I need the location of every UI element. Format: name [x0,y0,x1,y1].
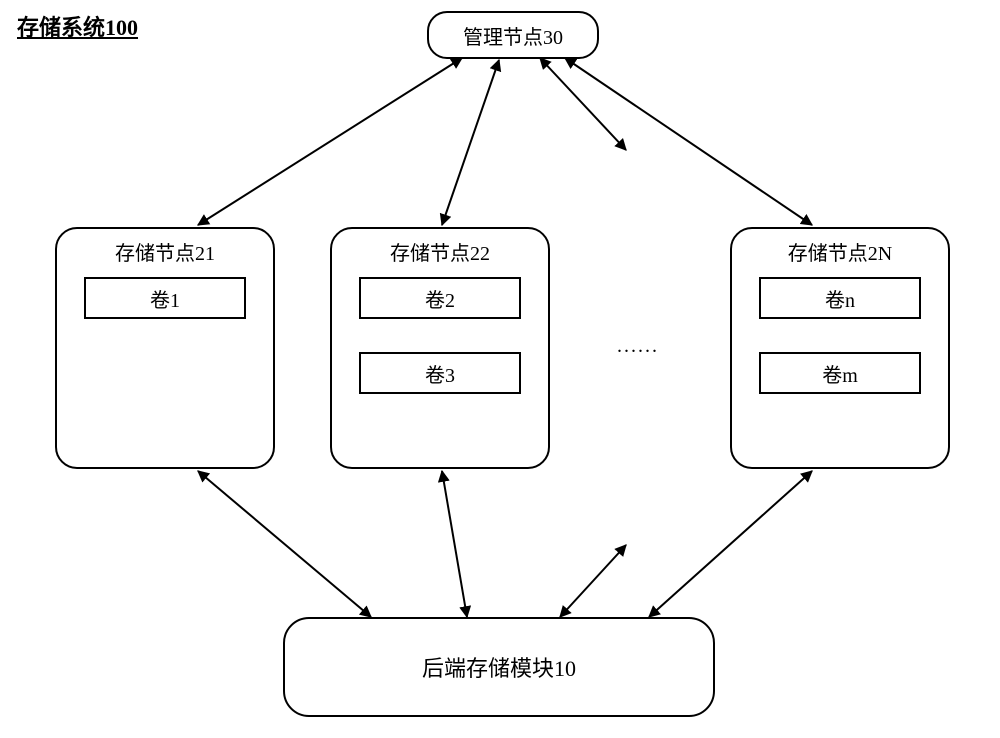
node-backend-storage: 后端存储模块10 [283,617,715,717]
volume-1: 卷1 [84,277,246,319]
diagram-title: 存储系统100 [17,10,138,42]
node-storage-2: 存储节点22 [330,227,550,469]
ellipsis: ...... [617,335,659,358]
node-backend-label: 后端存储模块10 [422,651,576,683]
volume-m: 卷m [759,352,921,394]
volume-3: 卷3 [359,352,521,394]
node-management: 管理节点30 [427,11,599,59]
node-storage-1: 存储节点21 [55,227,275,469]
volume-3-label: 卷3 [425,359,455,388]
node-storage-1-label: 存储节点21 [57,237,273,266]
node-management-label: 管理节点30 [429,21,597,50]
volume-1-label: 卷1 [150,284,180,313]
volume-2: 卷2 [359,277,521,319]
volume-2-label: 卷2 [425,284,455,313]
volume-n: 卷n [759,277,921,319]
diagram-canvas: 存储系统100 管理节点30 存储节点21 卷1 存储节点22 卷2 卷3 存储… [0,0,1000,738]
node-storage-n-label: 存储节点2N [732,237,948,266]
node-storage-2-label: 存储节点22 [332,237,548,266]
volume-n-label: 卷n [825,284,855,313]
volume-m-label: 卷m [822,359,858,388]
node-storage-n: 存储节点2N [730,227,950,469]
